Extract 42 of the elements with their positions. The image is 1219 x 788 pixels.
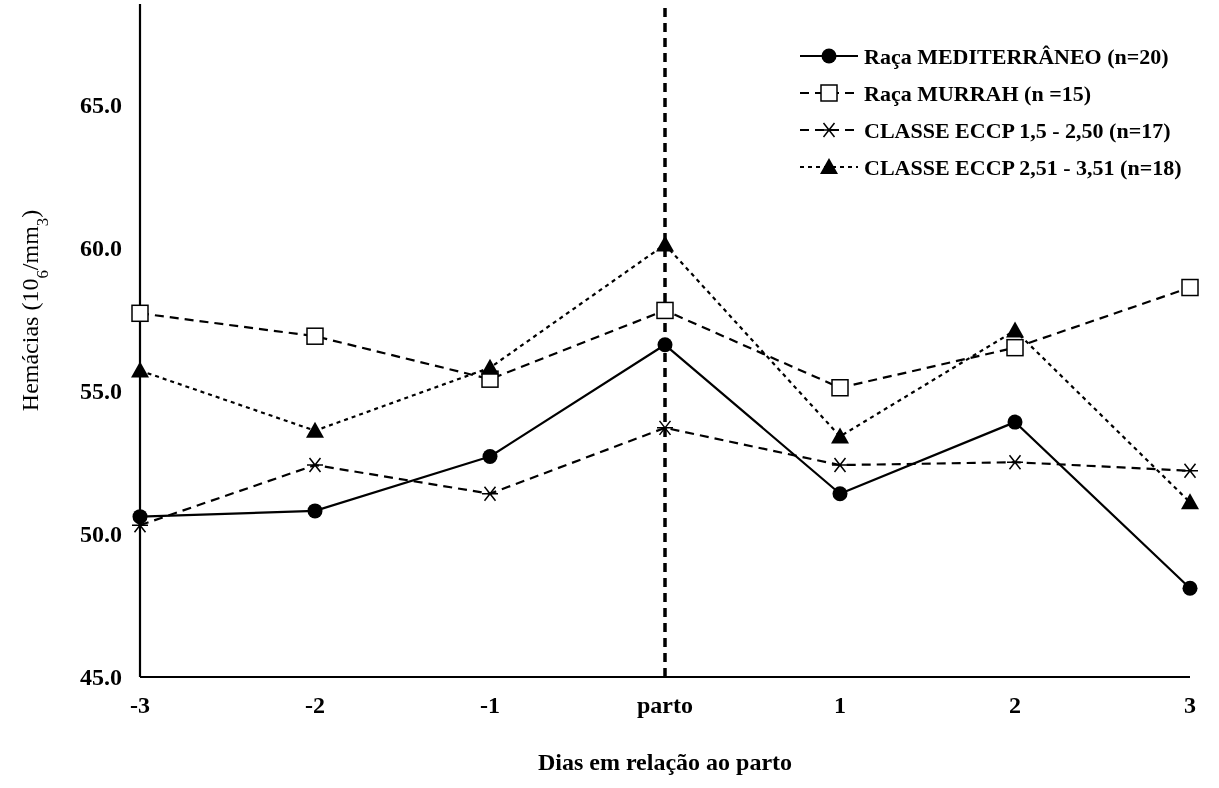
point: [307, 503, 323, 519]
point: [481, 485, 499, 502]
point: [1181, 278, 1199, 297]
point: [656, 235, 674, 252]
point: [306, 327, 324, 345]
point: [1006, 321, 1024, 338]
x-tick-label: 2: [1009, 692, 1021, 718]
x-tick-label: -1: [480, 692, 500, 718]
x-tick-label: 3: [1184, 692, 1196, 718]
point: [1182, 580, 1198, 596]
y-tick-label: 55.0: [80, 378, 122, 405]
point: [1006, 338, 1024, 357]
point: [481, 358, 499, 375]
legend-label: CLASSE ECCP 2,51 - 3,51 (n=18): [864, 154, 1182, 180]
point: [831, 427, 849, 444]
point: [1181, 463, 1199, 479]
point: [131, 304, 149, 323]
point: [656, 301, 674, 320]
point: [1006, 454, 1024, 470]
y-tick-label: 45.0: [80, 664, 122, 691]
x-tick-label: parto: [637, 692, 693, 718]
x-tick-label: -3: [130, 692, 150, 718]
legend-label: Raça MEDITERRÂNEO (n=20): [864, 43, 1169, 69]
point: [1181, 493, 1199, 510]
point: [656, 420, 674, 436]
point: [832, 486, 848, 502]
x-tick-label: -2: [305, 692, 325, 718]
point: [131, 361, 149, 378]
legend-label: Raça MURRAH (n =15): [864, 80, 1092, 106]
point: [482, 448, 498, 464]
legend-label: CLASSE ECCP 1,5 - 2,50 (n=17): [864, 117, 1171, 143]
x-tick-label: 1: [834, 692, 846, 718]
y-tick-label: 50.0: [80, 521, 122, 548]
point: [306, 421, 324, 438]
y-tick-label: 65.0: [80, 91, 122, 118]
point: [306, 457, 324, 473]
point: [657, 337, 673, 353]
y-tick-label: 60.0: [80, 234, 122, 261]
point: [831, 457, 849, 473]
x-axis-title: Dias em relação ao parto: [537, 749, 793, 775]
point: [1007, 414, 1023, 430]
point: [831, 379, 849, 397]
